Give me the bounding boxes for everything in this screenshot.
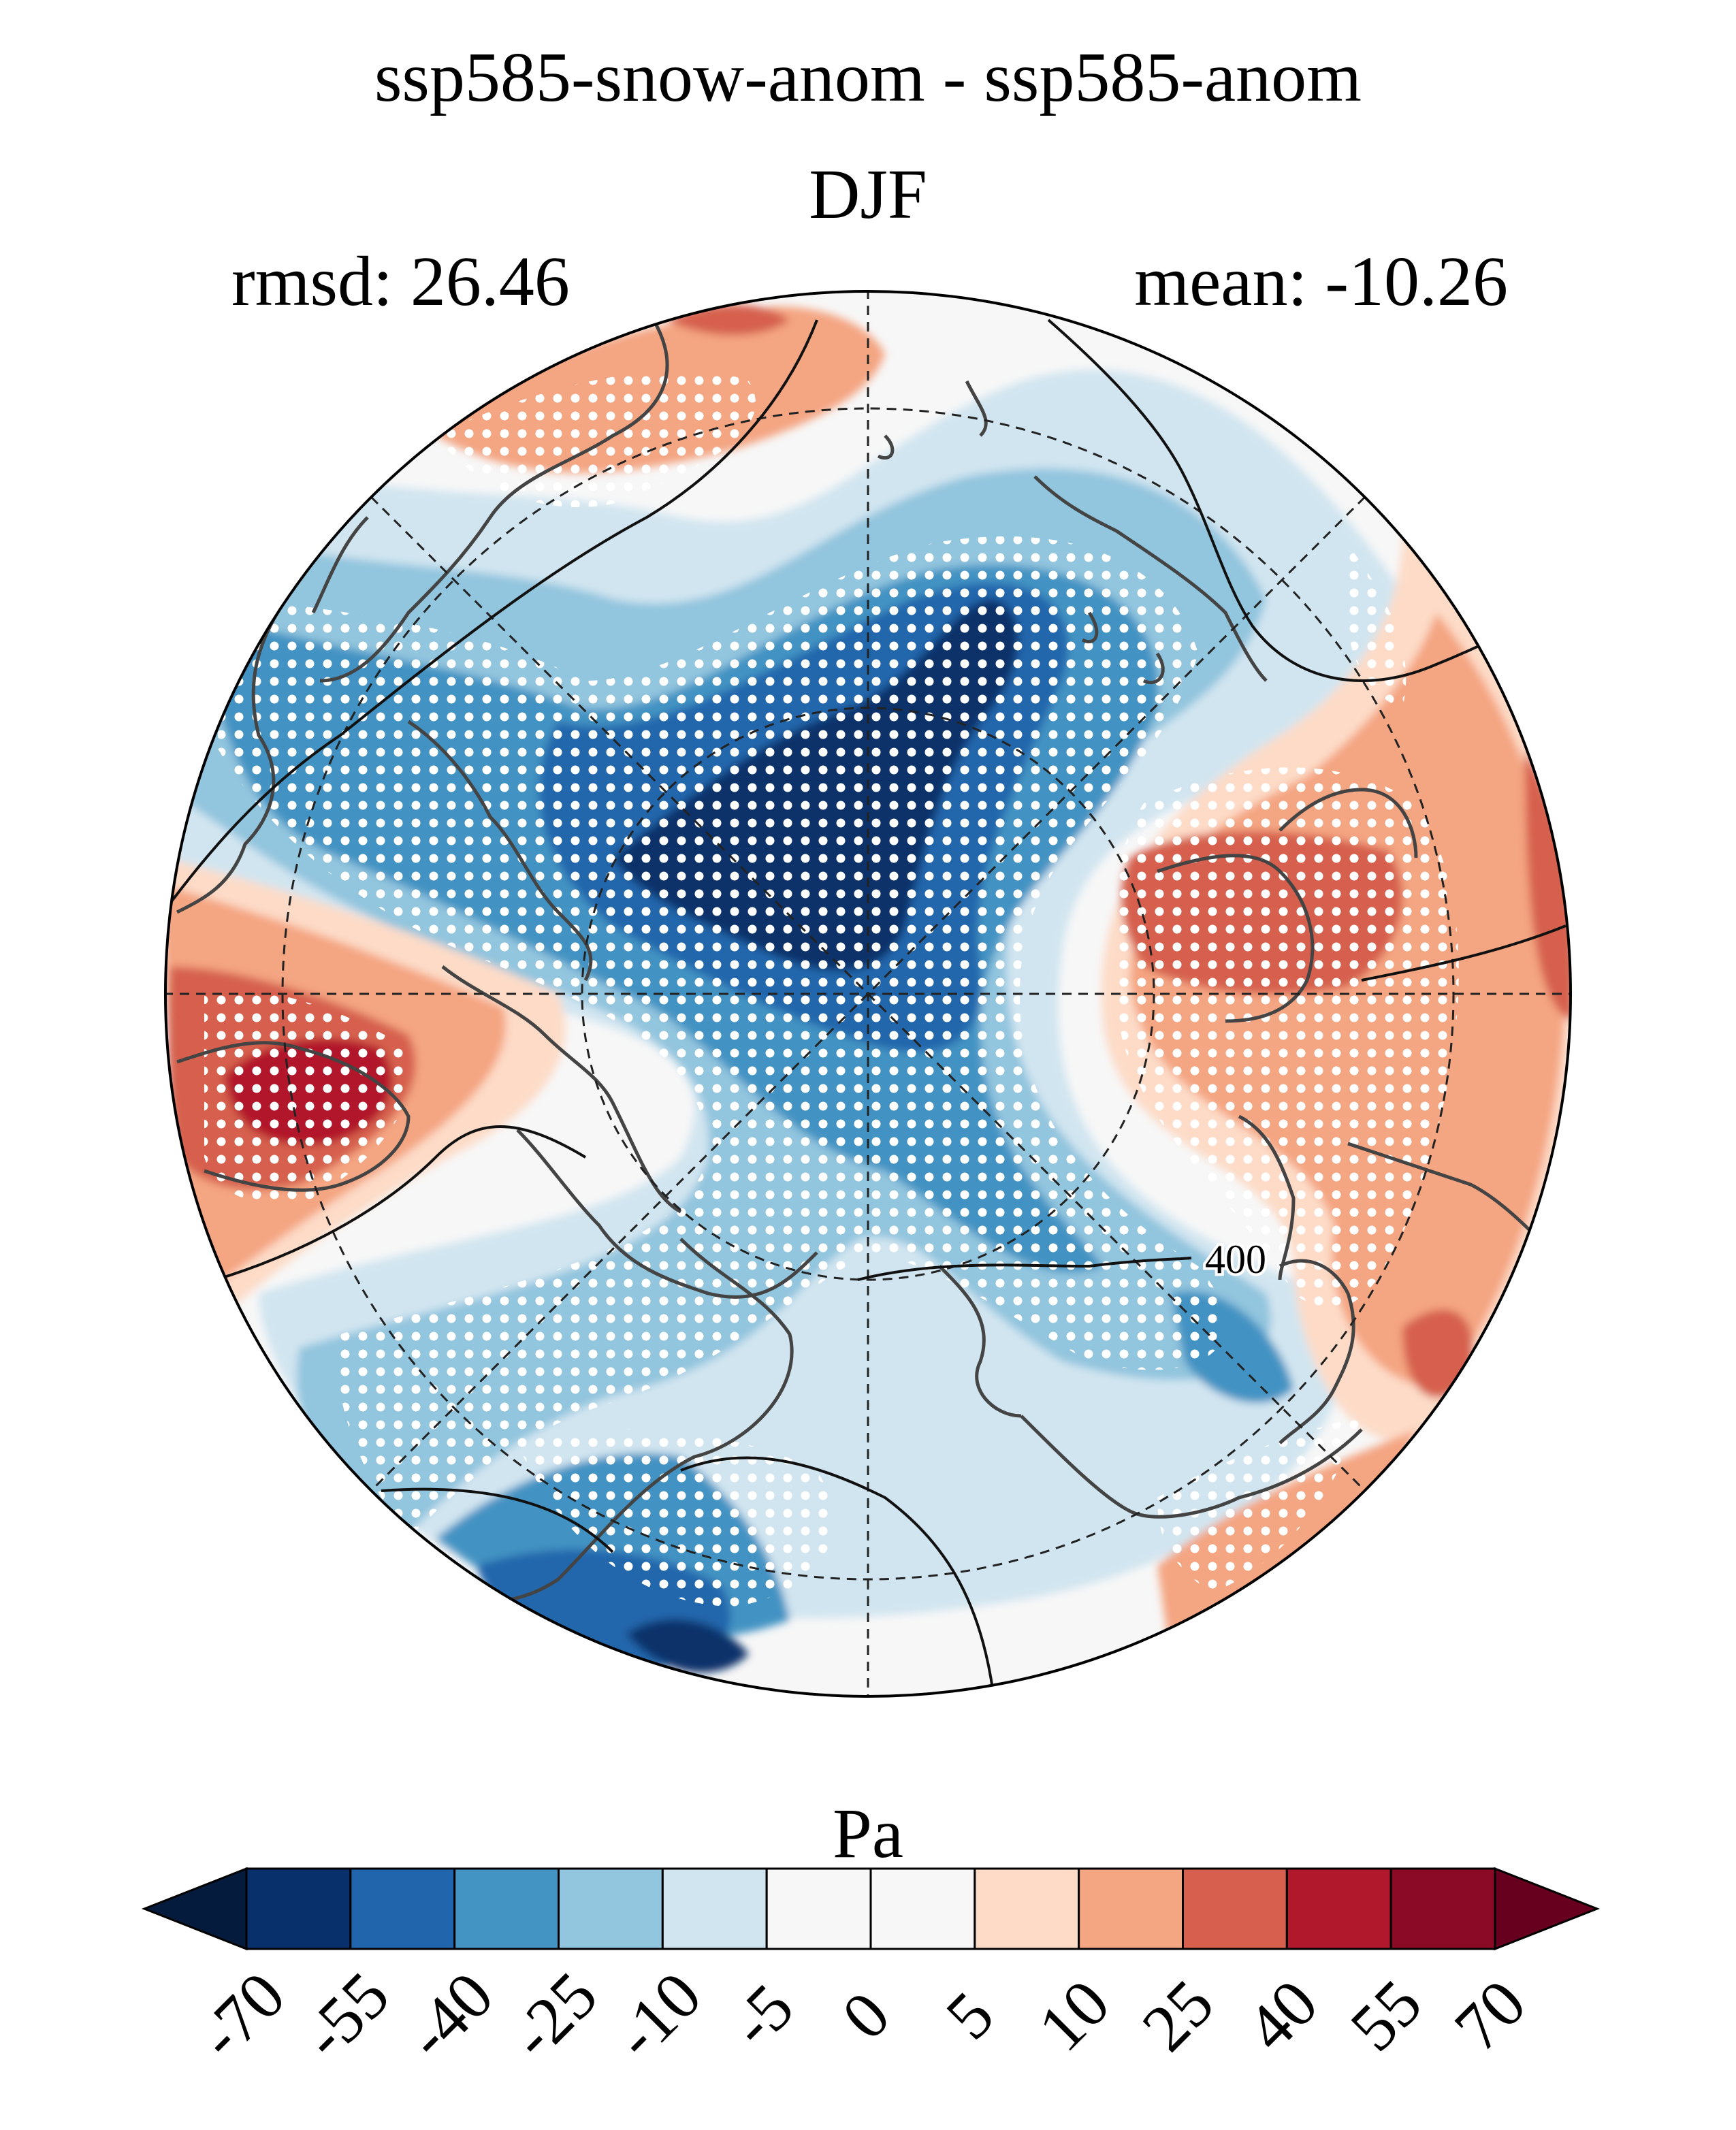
colorbar-tick-label: -55 <box>289 1958 404 2073</box>
graticule <box>165 291 1571 1696</box>
colorbar-tick-label: -10 <box>600 1958 716 2073</box>
colorbar-tick-label: 25 <box>1129 1966 1228 2065</box>
figure-title: ssp585-snow-anom - ssp585-anom <box>374 38 1362 116</box>
colorbar-bin <box>245 1867 352 1950</box>
colorbar-bin <box>1182 1867 1288 1950</box>
colorbar-tick-label: 0 <box>829 1978 904 2054</box>
colorbar-tick-label: 55 <box>1337 1966 1436 2065</box>
colorbar-bin <box>1078 1867 1184 1950</box>
region-warm-east-edge <box>1525 749 1571 1021</box>
polar-map: 400 <box>165 291 1571 1696</box>
season-label: DJF <box>809 155 927 233</box>
colorbar-bin <box>349 1867 456 1950</box>
colorbar: -70-55-40-25-10 -5 0 5 10 25 40 55 70 <box>141 1867 1601 2073</box>
region-warm-southeast-strong <box>1402 1309 1473 1398</box>
colorbar-tick-label: 70 <box>1441 1966 1540 2065</box>
coastlines <box>176 319 1540 1604</box>
contour-label: 400 <box>1205 1237 1266 1282</box>
colorbar-bin <box>1285 1867 1392 1950</box>
colorbar-tick-label: -70 <box>184 1958 300 2073</box>
colorbar-bin <box>1389 1867 1496 1950</box>
rmsd-label: rmsd: 26.46 <box>231 242 570 321</box>
colorbar-bin <box>765 1867 872 1950</box>
colorbar-extend-high <box>1494 1867 1601 1951</box>
colorbar-tick-label: -25 <box>496 1958 611 2073</box>
colorbar-unit-label: Pa <box>833 1794 903 1873</box>
colorbar-extend-low <box>141 1867 248 1951</box>
colorbar-tick-label: 5 <box>933 1978 1008 2054</box>
colorbar-bin <box>661 1867 768 1950</box>
colorbar-tick-label: 40 <box>1233 1966 1332 2065</box>
colorbar-bin <box>558 1867 664 1950</box>
colorbar-bin <box>869 1867 976 1950</box>
colorbar-bin <box>974 1867 1080 1950</box>
mean-label: mean: -10.26 <box>1134 242 1508 321</box>
map-boundary <box>164 290 1572 1698</box>
colorbar-tick-label: -5 <box>716 1970 807 2061</box>
colorbar-tick-label: 10 <box>1025 1966 1124 2065</box>
colorbar-tick-label: -40 <box>393 1958 508 2073</box>
colorbar-bin <box>453 1867 560 1950</box>
region-darkest-blue-lower <box>626 1619 749 1673</box>
